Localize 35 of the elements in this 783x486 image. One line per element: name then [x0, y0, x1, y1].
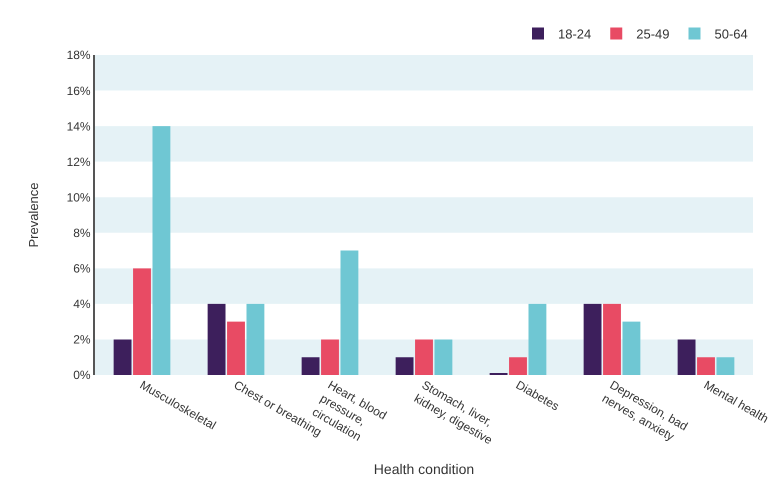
bar	[584, 304, 602, 375]
y-tick-label: 8%	[73, 226, 91, 240]
y-tick-label: 18%	[66, 48, 91, 62]
bar	[302, 357, 320, 375]
y-tick-label: 16%	[66, 84, 91, 98]
bar	[415, 339, 433, 375]
legend-label: 18-24	[558, 26, 592, 42]
y-tick-label: 2%	[73, 332, 91, 347]
y-tick-label: 14%	[66, 119, 91, 134]
y-tick-label: 0%	[73, 368, 91, 382]
y-tick-label: 12%	[66, 154, 91, 169]
bar	[133, 268, 151, 375]
bar	[396, 357, 414, 375]
bar	[227, 322, 245, 375]
y-tick-label: 10%	[66, 190, 91, 204]
legend-label: 50-64	[714, 26, 748, 42]
x-axis-title: Health condition	[374, 460, 474, 477]
y-tick-label: 4%	[73, 297, 91, 312]
bar	[152, 126, 170, 375]
bar	[509, 357, 527, 375]
y-axis-title: Prevalence	[26, 182, 42, 248]
y-tick-label: 6%	[73, 262, 91, 276]
bar	[622, 322, 640, 375]
bar	[697, 357, 715, 375]
bar	[716, 357, 734, 375]
bar	[528, 304, 546, 375]
bar	[114, 339, 132, 375]
bar	[340, 250, 358, 375]
bar	[246, 304, 264, 375]
bar	[434, 339, 452, 375]
bar	[678, 339, 696, 375]
bar	[603, 304, 621, 375]
bar	[208, 304, 226, 375]
bar	[321, 339, 339, 375]
legend-label: 25-49	[636, 26, 670, 42]
